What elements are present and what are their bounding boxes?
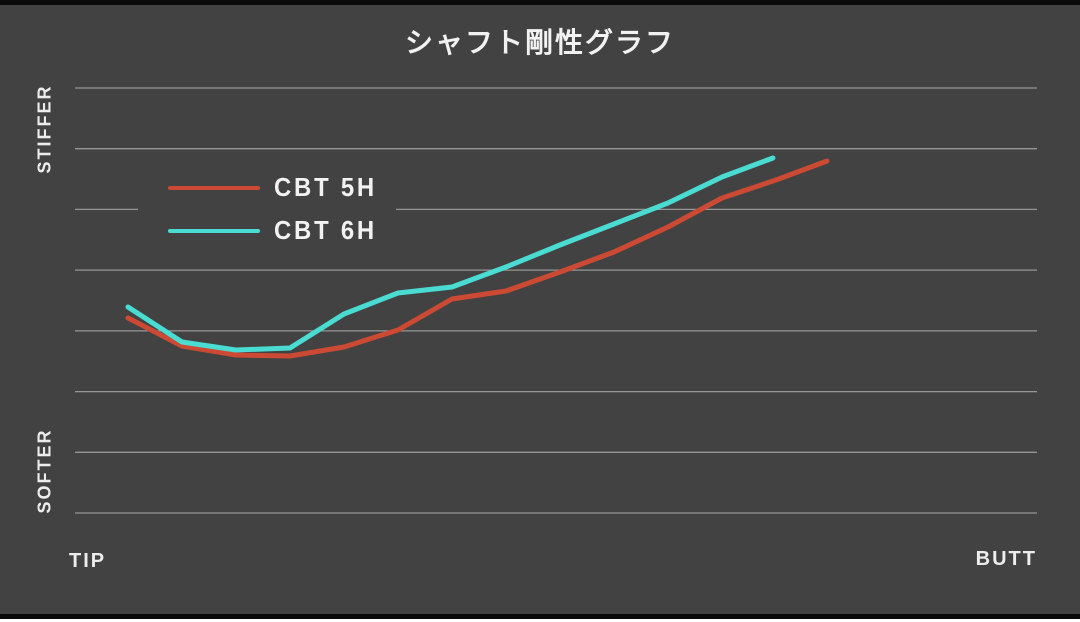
x-axis-label-butt: BUTT — [975, 548, 1037, 570]
legend-label-cbt-6h: CBT 6H — [274, 215, 377, 245]
cbt-5h-line-swatch — [168, 185, 260, 190]
x-axis-label-tip: TIP — [69, 550, 107, 572]
chart-title: シャフト剛性グラフ — [404, 27, 675, 58]
legend: CBT 5H CBT 6H — [138, 166, 396, 252]
y-axis-label-softer: SOFTER — [34, 428, 55, 514]
cbt-6h-line-swatch — [168, 228, 260, 233]
bottom-white-strip — [0, 619, 1080, 622]
legend-label-cbt-5h: CBT 5H — [274, 172, 377, 202]
y-axis-label-stiffer: STIFFER — [34, 84, 55, 174]
legend-item-cbt-5h: CBT 5H — [138, 168, 396, 208]
legend-item-cbt-6h: CBT 6H — [138, 211, 396, 251]
